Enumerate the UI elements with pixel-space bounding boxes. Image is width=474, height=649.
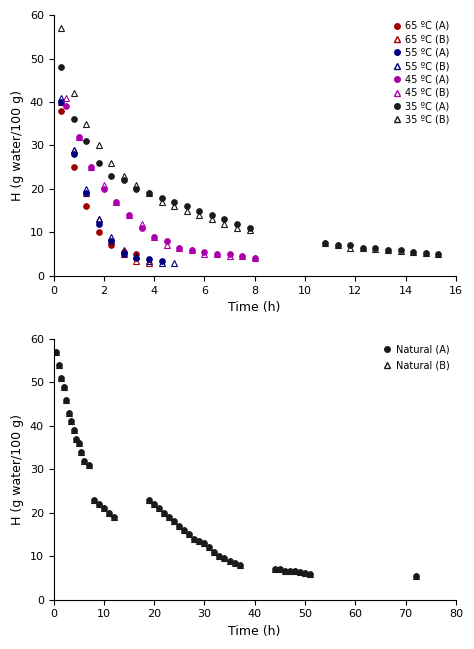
X-axis label: Time (h): Time (h) <box>228 625 281 638</box>
Legend: 65 ºC (A), 65 ºC (B), 55 ºC (A), 55 ºC (B), 45 ºC (A), 45 ºC (B), 35 ºC (A), 35 : 65 ºC (A), 65 ºC (B), 55 ºC (A), 55 ºC (… <box>389 17 454 129</box>
Legend: Natural (A), Natural (B): Natural (A), Natural (B) <box>380 341 454 374</box>
X-axis label: Time (h): Time (h) <box>228 301 281 314</box>
Y-axis label: H (g water/100 g): H (g water/100 g) <box>11 90 24 201</box>
Y-axis label: H (g water/100 g): H (g water/100 g) <box>11 414 24 525</box>
